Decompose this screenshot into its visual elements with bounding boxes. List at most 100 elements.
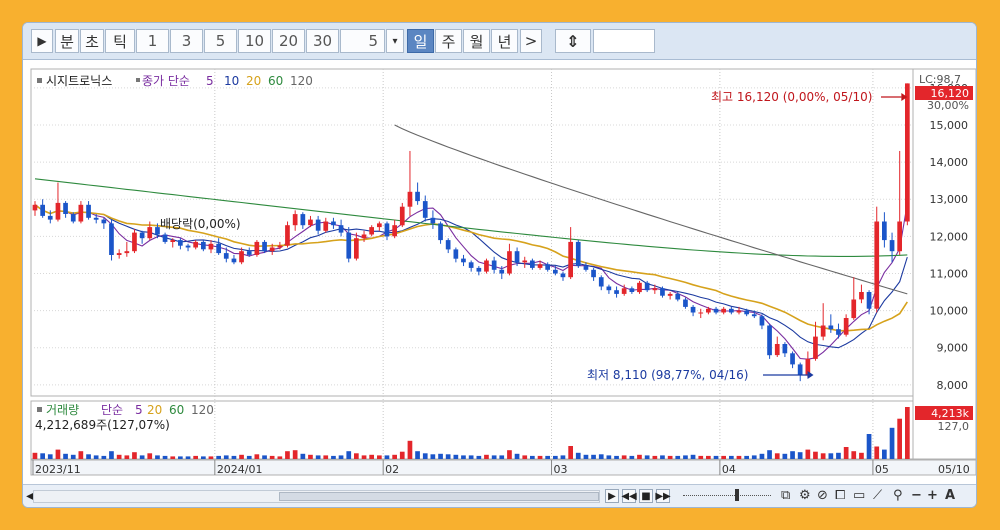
- volume-bar[interactable]: [461, 455, 466, 459]
- volume-bar[interactable]: [139, 455, 145, 459]
- interval-10-button[interactable]: 10: [238, 29, 271, 53]
- volume-bar[interactable]: [652, 455, 658, 459]
- interval-5-button[interactable]: 5: [204, 29, 237, 53]
- candle-body[interactable]: [476, 267, 482, 272]
- volume-bar[interactable]: [553, 455, 558, 459]
- candle-body[interactable]: [308, 219, 313, 226]
- candle-body[interactable]: [384, 223, 390, 237]
- candle-body[interactable]: [882, 221, 887, 241]
- candle-body[interactable]: [751, 314, 757, 317]
- volume-bar[interactable]: [285, 451, 290, 459]
- candle-body[interactable]: [208, 243, 214, 250]
- candle-body[interactable]: [338, 225, 344, 233]
- volume-bar[interactable]: [147, 453, 153, 459]
- volume-bar[interactable]: [338, 455, 344, 459]
- unit-second-button[interactable]: 초: [80, 29, 104, 53]
- volume-bar[interactable]: [101, 455, 107, 459]
- candle-body[interactable]: [430, 217, 436, 224]
- candle-body[interactable]: [499, 269, 505, 274]
- candle-body[interactable]: [790, 353, 795, 365]
- candle-body[interactable]: [583, 266, 589, 270]
- volume-bar[interactable]: [751, 455, 757, 459]
- volume-bar[interactable]: [55, 449, 61, 459]
- volume-bar[interactable]: [468, 455, 474, 459]
- candle-body[interactable]: [277, 245, 283, 248]
- link-icon[interactable]: ⊘: [817, 488, 828, 503]
- volume-bar[interactable]: [399, 451, 405, 459]
- volume-bar[interactable]: [698, 455, 704, 459]
- volume-bar[interactable]: [63, 453, 68, 459]
- unit-minute-button[interactable]: 분: [55, 29, 79, 53]
- candle-body[interactable]: [484, 260, 489, 272]
- period-week-button[interactable]: 주: [435, 29, 462, 53]
- volume-bar[interactable]: [223, 455, 229, 459]
- candle-body[interactable]: [93, 217, 99, 220]
- candle-body[interactable]: [782, 344, 788, 354]
- volume-bar[interactable]: [644, 455, 650, 459]
- candle-body[interactable]: [170, 240, 176, 242]
- volume-bar[interactable]: [583, 454, 589, 459]
- volume-bar[interactable]: [507, 450, 512, 459]
- volume-bar[interactable]: [32, 452, 38, 459]
- candle-body[interactable]: [269, 247, 275, 252]
- candle-body[interactable]: [369, 227, 374, 235]
- volume-bar[interactable]: [231, 455, 237, 459]
- scroll-right-button[interactable]: ▶: [605, 489, 619, 503]
- volume-bar[interactable]: [86, 454, 91, 459]
- stock-chart[interactable]: 16,00015,00014,00013,00012,00011,00010,0…: [23, 23, 976, 484]
- volume-bar[interactable]: [445, 454, 451, 459]
- volume-bar[interactable]: [170, 456, 176, 459]
- period-month-button[interactable]: 월: [463, 29, 490, 53]
- volume-bar[interactable]: [667, 455, 673, 459]
- fast-forward-button[interactable]: ▶▶: [655, 489, 671, 503]
- volume-bar[interactable]: [797, 452, 803, 459]
- candle-body[interactable]: [162, 234, 168, 242]
- candle-body[interactable]: [40, 204, 45, 216]
- volume-bar[interactable]: [882, 449, 887, 459]
- candle-body[interactable]: [637, 282, 642, 293]
- volume-bar[interactable]: [629, 455, 635, 459]
- candle-body[interactable]: [216, 243, 221, 254]
- candle-body[interactable]: [132, 232, 137, 252]
- candle-body[interactable]: [407, 191, 413, 207]
- volume-bar[interactable]: [47, 454, 53, 459]
- line-tool-icon[interactable]: ⟋: [873, 488, 883, 503]
- candle-body[interactable]: [652, 288, 658, 291]
- candle-body[interactable]: [813, 336, 818, 359]
- candle-body[interactable]: [905, 83, 910, 222]
- window-icon[interactable]: ▭: [853, 488, 866, 503]
- volume-bar[interactable]: [713, 455, 719, 459]
- candle-body[interactable]: [246, 251, 252, 255]
- volume-bar[interactable]: [361, 455, 367, 459]
- candle-body[interactable]: [706, 308, 711, 313]
- volume-bar[interactable]: [415, 451, 420, 459]
- candle-body[interactable]: [323, 221, 329, 231]
- volume-bar[interactable]: [660, 455, 665, 459]
- volume-bar[interactable]: [621, 455, 627, 459]
- volume-bar[interactable]: [568, 446, 573, 459]
- volume-bar[interactable]: [269, 455, 275, 459]
- horizontal-scrollbar[interactable]: [33, 490, 600, 503]
- candle-body[interactable]: [560, 273, 566, 278]
- candle-body[interactable]: [545, 264, 550, 270]
- candle-body[interactable]: [315, 219, 321, 231]
- candle-body[interactable]: [675, 293, 681, 300]
- volume-bar[interactable]: [790, 451, 795, 459]
- volume-bar[interactable]: [591, 454, 596, 459]
- volume-bar[interactable]: [499, 455, 505, 459]
- candle-body[interactable]: [575, 241, 581, 266]
- volume-bar[interactable]: [155, 455, 160, 459]
- candle-body[interactable]: [147, 227, 153, 239]
- volume-bar[interactable]: [606, 455, 612, 459]
- interval-30-button[interactable]: 30: [306, 29, 339, 53]
- candle-body[interactable]: [606, 286, 612, 291]
- volume-bar[interactable]: [116, 454, 122, 459]
- volume-bar[interactable]: [828, 453, 834, 459]
- volume-bar[interactable]: [40, 453, 45, 459]
- count-dropdown-button[interactable]: ▾: [386, 29, 404, 53]
- volume-bar[interactable]: [690, 454, 696, 459]
- candle-body[interactable]: [300, 214, 306, 226]
- candle-body[interactable]: [109, 223, 114, 255]
- candle-body[interactable]: [629, 288, 635, 292]
- volume-bar[interactable]: [162, 455, 168, 459]
